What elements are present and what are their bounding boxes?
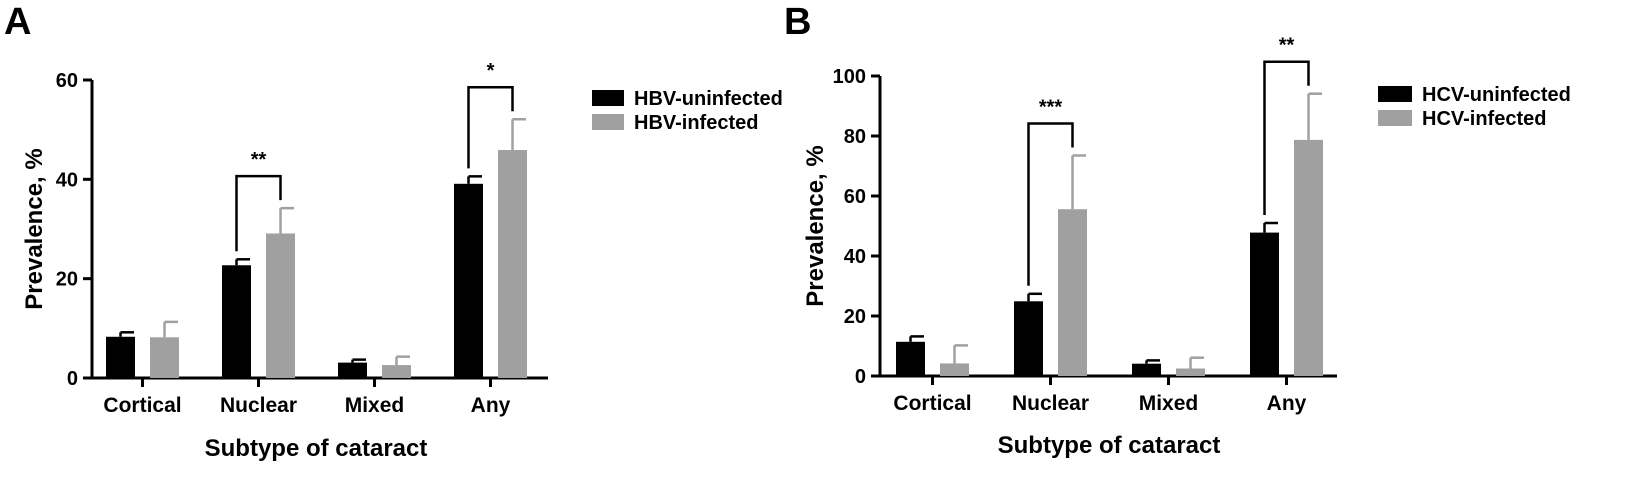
y-axis-title: Prevalence, %	[802, 145, 829, 306]
x-axis-title: Subtype of cataract	[205, 435, 428, 462]
x-tick-label: Cortical	[103, 394, 181, 417]
x-tick-label: Nuclear	[220, 394, 297, 417]
bar-hbv-infected-nuclear	[266, 233, 295, 378]
bar-hcv-infected-nuclear	[1058, 209, 1087, 376]
bar-hcv-uninfected-any	[1250, 232, 1279, 376]
bar-hcv-infected-any	[1294, 139, 1323, 376]
significance-label: *	[487, 60, 495, 82]
x-axis-title: Subtype of cataract	[998, 432, 1221, 459]
significance-label: ***	[1039, 97, 1063, 119]
chart-panel-a: A 0 20 40 60 Prevalence, % Subtype of cataract…	[4, 1, 783, 462]
bar-hbv-uninfected-mixed	[338, 362, 367, 378]
y-tick-label: 20	[844, 306, 866, 328]
bar-hbv-infected-any	[498, 150, 527, 378]
y-tick-label: 80	[844, 126, 866, 148]
y-tick-label: 20	[56, 269, 78, 291]
significance-label: **	[251, 149, 267, 171]
bar-hcv-uninfected-nuclear	[1014, 301, 1043, 376]
y-tick-label: 40	[56, 169, 78, 191]
x-tick-label: Nuclear	[1012, 392, 1089, 415]
legend-swatch	[592, 90, 624, 106]
bar-hbv-uninfected-nuclear	[222, 265, 251, 378]
x-tick-label: Cortical	[893, 392, 971, 415]
chart-panel-b: B 0 20 40 60 80 100 Prevalence, % Subtype of cat…	[784, 1, 1571, 459]
significance-bracket	[1027, 122, 1074, 286]
legend-swatch	[1378, 86, 1412, 102]
bar-hbv-infected-cortical	[150, 337, 179, 378]
y-tick-label: 60	[56, 70, 78, 92]
bar-hcv-infected-cortical	[940, 363, 969, 376]
legend-swatch	[592, 114, 624, 130]
panel-letter: B	[784, 1, 811, 43]
significance-label: **	[1279, 35, 1295, 57]
panel-letter: A	[4, 1, 31, 43]
legend-label: HBV-uninfected	[634, 88, 783, 110]
x-tick-label: Any	[471, 394, 511, 417]
significance-bracket	[235, 174, 282, 252]
y-tick-label: 0	[67, 368, 78, 390]
x-tick-label: Any	[1267, 392, 1307, 415]
bar-hcv-uninfected-cortical	[896, 341, 925, 376]
legend-label: HBV-infected	[634, 112, 758, 134]
y-tick-label: 0	[855, 366, 866, 388]
legend-label: HCV-uninfected	[1422, 84, 1571, 106]
x-tick-label: Mixed	[345, 394, 405, 417]
y-tick-label: 100	[833, 66, 866, 88]
bar-hcv-infected-mixed	[1176, 368, 1205, 376]
bar-hbv-uninfected-cortical	[106, 336, 135, 378]
significance-bracket	[1263, 60, 1310, 215]
legend-label: HCV-infected	[1422, 108, 1546, 130]
bar-hbv-infected-mixed	[382, 365, 411, 378]
y-tick-label: 60	[844, 186, 866, 208]
significance-bracket	[467, 85, 514, 169]
bar-hbv-uninfected-any	[454, 183, 483, 378]
bar-hcv-uninfected-mixed	[1132, 363, 1161, 376]
y-axis-title: Prevalence, %	[21, 148, 48, 309]
x-tick-label: Mixed	[1139, 392, 1199, 415]
legend-swatch	[1378, 110, 1412, 126]
y-tick-label: 40	[844, 246, 866, 268]
